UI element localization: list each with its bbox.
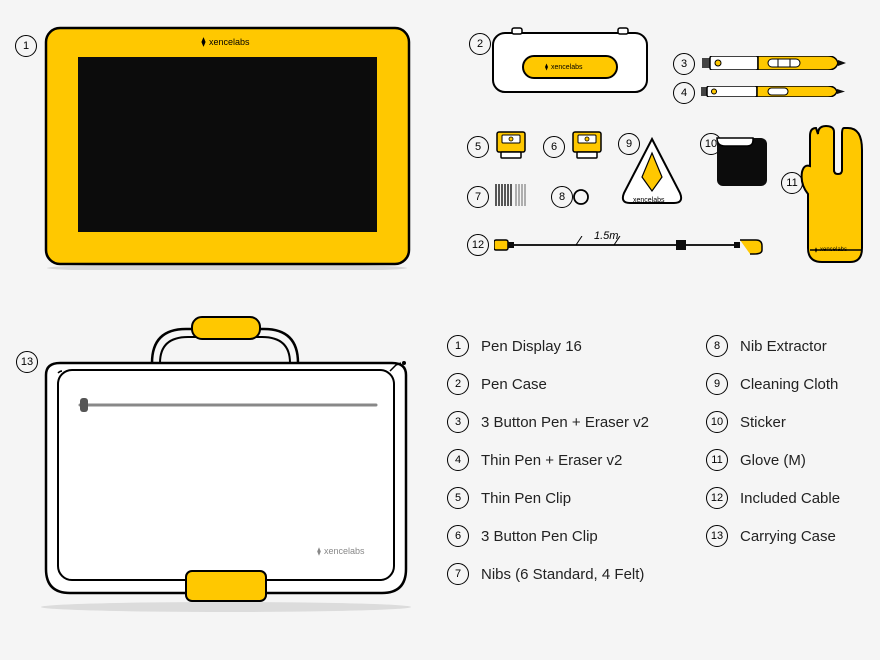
- legend-item-11: 11Glove (M): [706, 449, 840, 471]
- badge-8: 8: [551, 186, 573, 208]
- badge-4: 4: [673, 82, 695, 104]
- sticker-illustration: [715, 136, 769, 188]
- case-brand-2-text: xencelabs: [324, 546, 365, 556]
- case-brand-text: xencelabs: [551, 64, 583, 71]
- badge-13: 13: [16, 351, 38, 373]
- pen-3button-illustration: [700, 56, 860, 70]
- display-brand: xencelabs: [200, 37, 250, 47]
- legend-item-4: 4Thin Pen + Eraser v2: [447, 449, 649, 471]
- pen-case-illustration: [490, 24, 650, 99]
- legend-item-2: 2Pen Case: [447, 373, 649, 395]
- legend-item-8: 8Nib Extractor: [706, 335, 840, 357]
- badge-5: 5: [467, 136, 489, 158]
- glove-brand: xencelabs: [814, 247, 847, 253]
- cloth-brand: xencelabs: [633, 197, 665, 204]
- legend-item-12: 12Included Cable: [706, 487, 840, 509]
- display-brand-text: xencelabs: [209, 37, 250, 47]
- cable-illustration: [494, 236, 770, 256]
- nib-extractor-illustration: [572, 188, 590, 206]
- 3button-clip-illustration: [571, 130, 603, 160]
- case-brand-2: xencelabs: [316, 546, 365, 556]
- badge-7: 7: [467, 186, 489, 208]
- carrying-case-illustration: [36, 315, 416, 615]
- legend-col-1: 1Pen Display 16 2Pen Case 33 Button Pen …: [447, 335, 649, 601]
- badge-6: 6: [543, 136, 565, 158]
- badge-1: 1: [15, 35, 37, 57]
- legend-item-7: 7Nibs (6 Standard, 4 Felt): [447, 563, 649, 585]
- pen-display-illustration: [40, 22, 415, 270]
- cable-length: 1.5m: [594, 230, 618, 242]
- badge-3: 3: [673, 53, 695, 75]
- legend-item-1: 1Pen Display 16: [447, 335, 649, 357]
- nibs-illustration: [494, 182, 528, 208]
- glove-brand-text: xencelabs: [820, 247, 847, 253]
- legend-item-13: 13Carrying Case: [706, 525, 840, 547]
- legend-col-2: 8Nib Extractor 9Cleaning Cloth 10Sticker…: [706, 335, 840, 563]
- badge-2: 2: [469, 33, 491, 55]
- thin-clip-illustration: [495, 130, 527, 160]
- legend-item-5: 5Thin Pen Clip: [447, 487, 649, 509]
- badge-12: 12: [467, 234, 489, 256]
- pen-thin-illustration: [700, 86, 860, 97]
- legend-item-10: 10Sticker: [706, 411, 840, 433]
- legend-item-9: 9Cleaning Cloth: [706, 373, 840, 395]
- case-brand: xencelabs: [544, 63, 583, 71]
- legend-item-3: 33 Button Pen + Eraser v2: [447, 411, 649, 433]
- legend-item-6: 63 Button Pen Clip: [447, 525, 649, 547]
